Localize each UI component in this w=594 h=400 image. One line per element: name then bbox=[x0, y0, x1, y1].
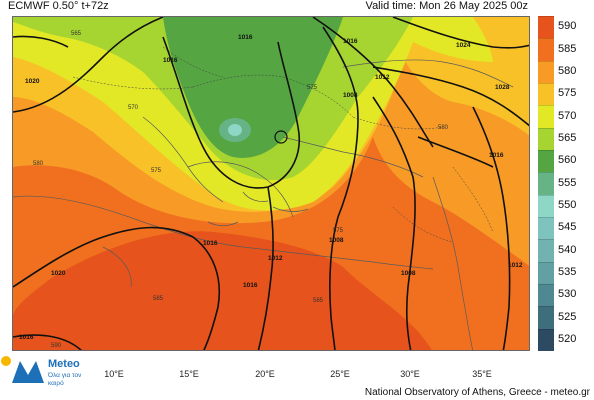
isobar-label: 1016 bbox=[203, 240, 218, 247]
height-label: 570 bbox=[128, 105, 139, 111]
colorbar-swatch bbox=[538, 172, 554, 195]
colorbar bbox=[538, 16, 554, 351]
colorbar-swatch bbox=[538, 127, 554, 150]
longitude-label: 10°E bbox=[104, 369, 124, 379]
colorbar-value-label: 565 bbox=[558, 131, 577, 144]
colorbar-swatch bbox=[538, 16, 554, 39]
height-label: 585 bbox=[313, 298, 324, 304]
colorbar-swatch bbox=[538, 261, 554, 284]
colorbar-swatch bbox=[538, 306, 554, 329]
colorbar-value-label: 560 bbox=[558, 154, 577, 167]
isobar-label: 1016 bbox=[243, 282, 258, 289]
longitude-label: 15°E bbox=[179, 369, 199, 379]
colorbar-value-label: 535 bbox=[558, 265, 577, 278]
isobar-label: 1016 bbox=[238, 34, 253, 41]
logo-tagline: Όλα για τον καιρό bbox=[48, 372, 82, 387]
isobar-labels: 1020 1016 1016 1016 1024 1012 1008 1028 … bbox=[19, 34, 523, 341]
height-label: 575 bbox=[333, 228, 344, 234]
colorbar-swatch bbox=[538, 328, 554, 351]
longitude-label: 25°E bbox=[330, 369, 350, 379]
longitude-label: 30°E bbox=[400, 369, 420, 379]
credit-footer: National Observatory of Athens, Greece -… bbox=[364, 387, 590, 398]
zone-550 bbox=[228, 124, 242, 136]
isobar-label: 1024 bbox=[456, 42, 471, 49]
isobar-label: 1016 bbox=[343, 38, 358, 45]
isobar-label: 1012 bbox=[375, 74, 390, 81]
colorbar-swatch bbox=[538, 194, 554, 217]
forecast-map: 565 570 575 575 580 580 585 585 590 575 … bbox=[12, 16, 530, 351]
height-label: 580 bbox=[438, 125, 449, 131]
map-canvas: 565 570 575 575 580 580 585 585 590 575 … bbox=[13, 17, 529, 350]
logo-mark-icon bbox=[12, 361, 44, 383]
colorbar-value-label: 520 bbox=[558, 332, 577, 345]
longitude-label: 20°E bbox=[255, 369, 275, 379]
isobar-label: 1008 bbox=[343, 92, 358, 99]
colorbar-swatch bbox=[538, 60, 554, 83]
colorbar-value-label: 590 bbox=[558, 20, 577, 33]
colorbar-swatch bbox=[538, 284, 554, 307]
colorbar-value-label: 545 bbox=[558, 221, 577, 234]
colorbar-swatch bbox=[538, 38, 554, 61]
isobar-label: 1028 bbox=[495, 84, 510, 91]
isobar-label: 1008 bbox=[329, 237, 344, 244]
meteo-logo bbox=[1, 356, 44, 383]
logo-name: Meteo bbox=[48, 358, 80, 370]
isobar-label: 1020 bbox=[51, 270, 66, 277]
isobar-label: 1012 bbox=[268, 255, 283, 262]
colorbar-value-label: 555 bbox=[558, 176, 577, 189]
colorbar-swatch bbox=[538, 105, 554, 128]
height-label: 585 bbox=[153, 296, 164, 302]
height-label: 565 bbox=[71, 31, 82, 37]
isobar-label: 1016 bbox=[489, 152, 504, 159]
valid-time-label: Valid time: Mon 26 May 2025 00z bbox=[365, 0, 528, 12]
colorbar-value-label: 540 bbox=[558, 243, 577, 256]
low-center bbox=[274, 130, 288, 144]
colorbar-swatch bbox=[538, 217, 554, 240]
isobar-label: 1012 bbox=[508, 262, 523, 269]
isobar-label: 1016 bbox=[19, 334, 34, 341]
colorbar-value-label: 580 bbox=[558, 64, 577, 77]
colorbar-swatch bbox=[538, 150, 554, 173]
colorbar-value-label: 530 bbox=[558, 288, 577, 301]
colorbar-swatch bbox=[538, 83, 554, 106]
colorbar-swatch bbox=[538, 239, 554, 262]
colorbar-value-label: 525 bbox=[558, 310, 577, 323]
colorbar-value-label: 570 bbox=[558, 109, 577, 122]
zone-560 bbox=[163, 17, 343, 158]
colorbar-value-label: 585 bbox=[558, 42, 577, 55]
height-label: 580 bbox=[33, 161, 44, 167]
isobar-label: 1016 bbox=[163, 57, 178, 64]
isobar-label: 1008 bbox=[401, 270, 416, 277]
height-contour-labels: 565 570 575 575 580 580 585 585 590 575 bbox=[33, 31, 449, 349]
colorbar-value-label: 575 bbox=[558, 87, 577, 100]
longitude-label: 35°E bbox=[472, 369, 492, 379]
coastlines bbox=[13, 59, 514, 350]
colorbar-value-label: 550 bbox=[558, 198, 577, 211]
isobars bbox=[13, 17, 529, 350]
borders bbox=[72, 46, 494, 243]
logo-sun-icon bbox=[1, 356, 11, 366]
height-label: 590 bbox=[51, 343, 62, 349]
model-run-label: ECMWF 0.50° t+72z bbox=[8, 0, 109, 12]
height-label: 575 bbox=[307, 85, 318, 91]
height-label: 575 bbox=[151, 168, 162, 174]
isobar-label: 1020 bbox=[25, 78, 40, 85]
